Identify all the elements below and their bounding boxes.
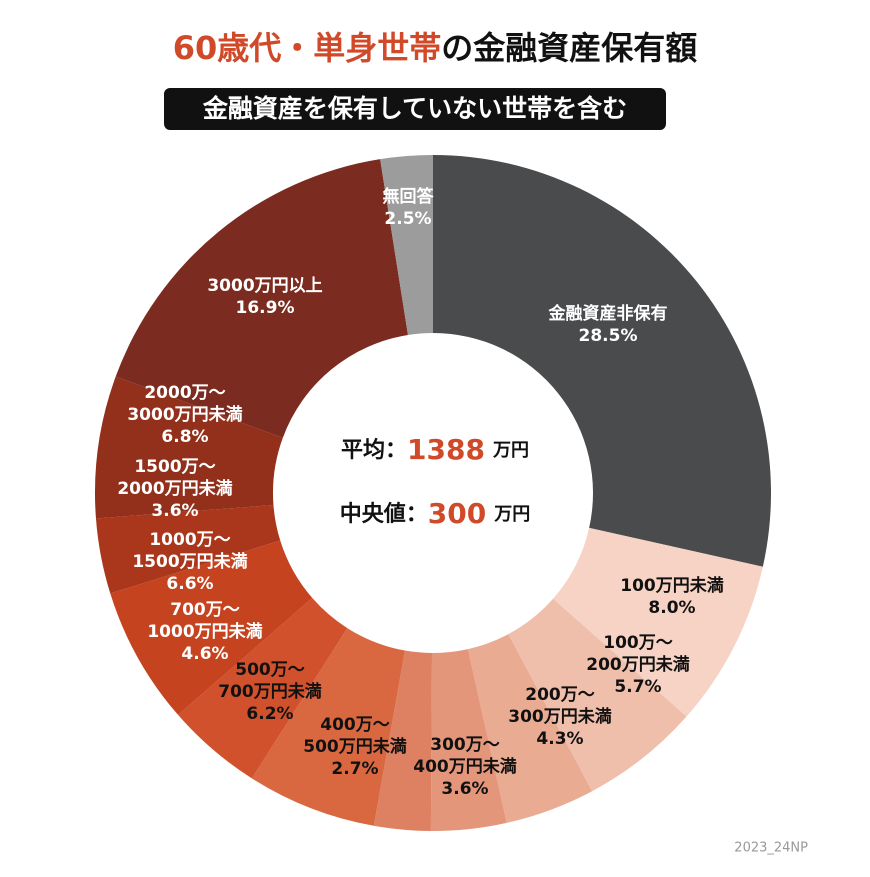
category-line: 400万～	[320, 715, 390, 735]
category-line: 金融資産非保有	[548, 303, 668, 324]
value-label: 16.9%	[236, 298, 295, 318]
value-label: 3.6%	[151, 501, 198, 521]
mean-value: 1388	[407, 433, 485, 466]
value-label: 6.2%	[246, 704, 293, 724]
slice-label: 1000万～ 1500万円未満 6.6%	[132, 530, 247, 594]
slice	[94, 376, 283, 519]
subtitle-box	[164, 88, 666, 130]
mean-text: 平均：1388 万円	[341, 433, 529, 466]
slice-label: 300万～ 400万円未満 3.6%	[413, 735, 517, 799]
category-line: 100万円未満	[620, 575, 724, 596]
mean-label: 平均：	[341, 437, 407, 463]
category-line: 1500万円未満	[132, 551, 247, 572]
value-label: 4.3%	[536, 729, 583, 749]
category-line: 400万円未満	[413, 756, 517, 777]
footnote: 2023_24NP	[734, 841, 808, 856]
slice-label: 400万～ 500万円未満 2.7%	[303, 715, 407, 779]
category-line: 500万～	[235, 660, 305, 680]
slice-label: 100万～ 200万円未満 5.7%	[586, 633, 690, 697]
category-line: 200万～	[525, 685, 595, 705]
category-line: 200万円未満	[586, 654, 690, 675]
value-label: 6.8%	[161, 427, 208, 447]
slice	[178, 598, 348, 779]
median-label: 中央値：	[340, 501, 428, 527]
value-label: 3.6%	[441, 779, 488, 799]
category-line: 700万～	[170, 600, 240, 620]
value-label: 8.0%	[648, 598, 695, 618]
slice-label: 2000万～ 3000万円未満 6.8%	[127, 383, 242, 447]
slice	[430, 649, 507, 831]
value-label: 2.5%	[384, 209, 431, 229]
slice	[251, 628, 405, 826]
slice-label: 無回答 2.5%	[383, 186, 435, 229]
value-label: 5.7%	[614, 677, 661, 697]
category-line: 100万～	[603, 633, 673, 653]
slice-label: 500万～ 700万円未満 6.2%	[218, 660, 322, 724]
category-line: 2000万円未満	[117, 478, 232, 499]
category-line: 700万円未満	[218, 681, 322, 702]
mean-unit: 万円	[492, 440, 529, 461]
median-unit: 万円	[493, 504, 530, 525]
value-label: 4.6%	[181, 644, 228, 664]
slice-label: 700万～ 1000万円未満 4.6%	[147, 600, 262, 664]
category-line: 無回答	[383, 186, 435, 207]
slice	[467, 634, 593, 823]
subtitle: 金融資産を保有していない世帯を含む	[202, 94, 627, 123]
slice-label: 100万円未満 8.0%	[620, 575, 724, 618]
category-line: 1500万～	[134, 457, 215, 477]
slice-label: 200万～ 300万円未満 4.3%	[508, 685, 612, 749]
category-line: 3000万円以上	[207, 276, 322, 296]
category-line: 1000万円未満	[147, 621, 262, 642]
slice	[508, 598, 687, 792]
title-highlight: 60歳代・単身世帯	[173, 29, 442, 67]
value-label: 6.6%	[166, 574, 213, 594]
slice	[380, 155, 433, 335]
category-line: 300万円未満	[508, 706, 612, 727]
value-label: 28.5%	[579, 326, 638, 346]
slice-label: 金融資産非保有 28.5%	[548, 303, 668, 346]
median-text: 中央値：300 万円	[340, 497, 530, 530]
slice	[373, 650, 432, 831]
category-line: 300万～	[430, 735, 500, 755]
category-line: 500万円未満	[303, 736, 407, 757]
slice-label: 3000万円以上 16.9%	[207, 276, 322, 318]
slice	[553, 527, 763, 717]
category-line: 2000万～	[144, 383, 225, 403]
slice-label: 1500万～ 2000万円未満 3.6%	[117, 457, 232, 521]
category-line: 3000万円未満	[127, 404, 242, 425]
slice	[95, 505, 281, 594]
slice	[110, 540, 313, 715]
median-value: 300	[428, 497, 486, 530]
value-label: 2.7%	[331, 759, 378, 779]
slice	[115, 159, 408, 438]
title-rest: の金融資産保有額	[441, 29, 697, 67]
slice	[433, 155, 772, 567]
category-line: 1000万～	[149, 530, 230, 550]
chart-title: 60歳代・単身世帯の金融資産保有額	[173, 29, 698, 67]
